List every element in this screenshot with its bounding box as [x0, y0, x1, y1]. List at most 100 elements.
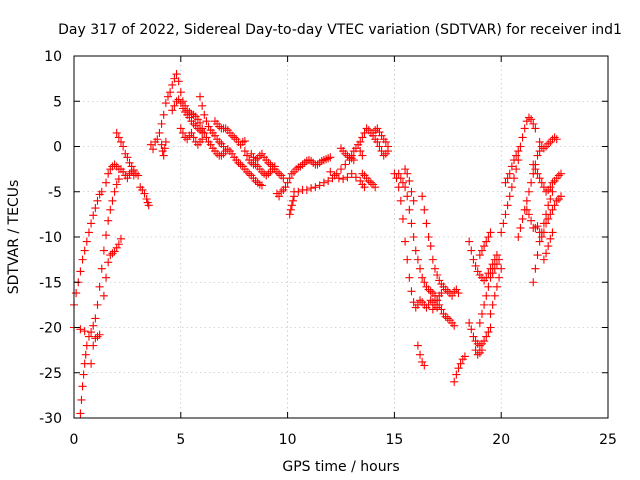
data-point [482, 332, 491, 341]
data-point [349, 156, 358, 165]
data-point [336, 165, 346, 174]
data-point [480, 300, 489, 309]
data-point [343, 173, 352, 182]
data-point [77, 395, 86, 404]
data-point [499, 219, 508, 228]
data-point [358, 151, 367, 160]
data-point [415, 264, 425, 273]
data-point [430, 264, 440, 273]
data-point [484, 282, 493, 291]
data-point [202, 117, 211, 126]
data-point [409, 232, 418, 242]
data-point [123, 153, 132, 162]
data-point [176, 88, 185, 97]
data-point [80, 327, 89, 336]
data-point [518, 133, 527, 142]
data-point [89, 321, 98, 330]
data-point [524, 210, 534, 219]
data-point [104, 169, 113, 178]
data-point [537, 178, 546, 187]
data-point [285, 210, 294, 219]
data-point [527, 216, 536, 225]
y-tick-label: -5 [48, 185, 62, 201]
data-point [492, 282, 501, 291]
series-arc-j [146, 135, 162, 154]
data-point [371, 183, 380, 192]
data-point [104, 258, 113, 267]
data-point [454, 289, 463, 298]
data-point [240, 137, 249, 146]
series-arc-f [101, 160, 138, 187]
data-point [424, 300, 433, 309]
data-point [176, 124, 185, 133]
data-point [484, 327, 493, 337]
data-point [546, 210, 555, 219]
series-arc-al [486, 264, 506, 318]
data-point [505, 192, 514, 201]
data-point [161, 99, 170, 108]
data-point [509, 174, 519, 183]
data-point [477, 346, 487, 355]
data-point [358, 133, 367, 142]
data-point [82, 237, 91, 246]
data-point [76, 409, 85, 418]
series-arc-ak [475, 255, 504, 328]
y-tick-label: -25 [39, 366, 62, 382]
data-point [420, 278, 429, 287]
data-point [539, 228, 548, 237]
series-arc-l [155, 70, 267, 190]
series-arc-h [136, 183, 149, 198]
data-point [418, 192, 427, 201]
data-point [330, 171, 339, 180]
data-point [356, 137, 365, 147]
data-point [373, 137, 382, 147]
data-point [529, 160, 538, 169]
data-point [413, 300, 422, 309]
data-point [501, 178, 510, 187]
series-arc-o [195, 92, 228, 151]
data-point [101, 178, 111, 187]
data-point [516, 223, 525, 232]
series-arc-ab [394, 169, 459, 330]
series-arc-s [272, 153, 335, 201]
data-point [503, 201, 512, 210]
data-point [307, 184, 316, 193]
data-point [471, 261, 480, 271]
data-point [200, 110, 209, 119]
y-tick-label: 5 [53, 94, 62, 110]
data-point [157, 140, 166, 149]
data-point [452, 370, 461, 379]
data-point [535, 237, 544, 246]
data-point [347, 169, 356, 178]
data-point [415, 350, 425, 359]
data-point [153, 135, 162, 144]
data-point [134, 171, 143, 180]
data-point [198, 101, 207, 110]
data-point [286, 205, 295, 214]
x-tick-label: 25 [599, 432, 617, 448]
data-point [495, 273, 504, 282]
data-point [99, 246, 108, 255]
series-arc-p [210, 117, 249, 149]
grid [74, 56, 608, 418]
data-point [437, 305, 446, 314]
data-point [422, 219, 431, 228]
data-point [97, 264, 106, 273]
data-point [319, 178, 328, 187]
data-point [95, 282, 104, 291]
chart-title: Day 317 of 2022, Sidereal Day-to-day VTE… [58, 22, 622, 38]
data-point [548, 187, 557, 196]
data-point [533, 169, 542, 178]
data-point [492, 260, 501, 269]
data-point [465, 318, 474, 328]
series-arc-v [326, 167, 369, 192]
data-point [116, 234, 126, 243]
series-arc-m [168, 95, 207, 137]
data-point [544, 242, 553, 251]
data-point [240, 146, 249, 156]
data-point [187, 128, 196, 137]
data-point [503, 174, 512, 183]
y-axis-label: SDTVAR / TECUs [6, 180, 22, 295]
data-point [95, 330, 104, 339]
data-point [288, 196, 297, 205]
